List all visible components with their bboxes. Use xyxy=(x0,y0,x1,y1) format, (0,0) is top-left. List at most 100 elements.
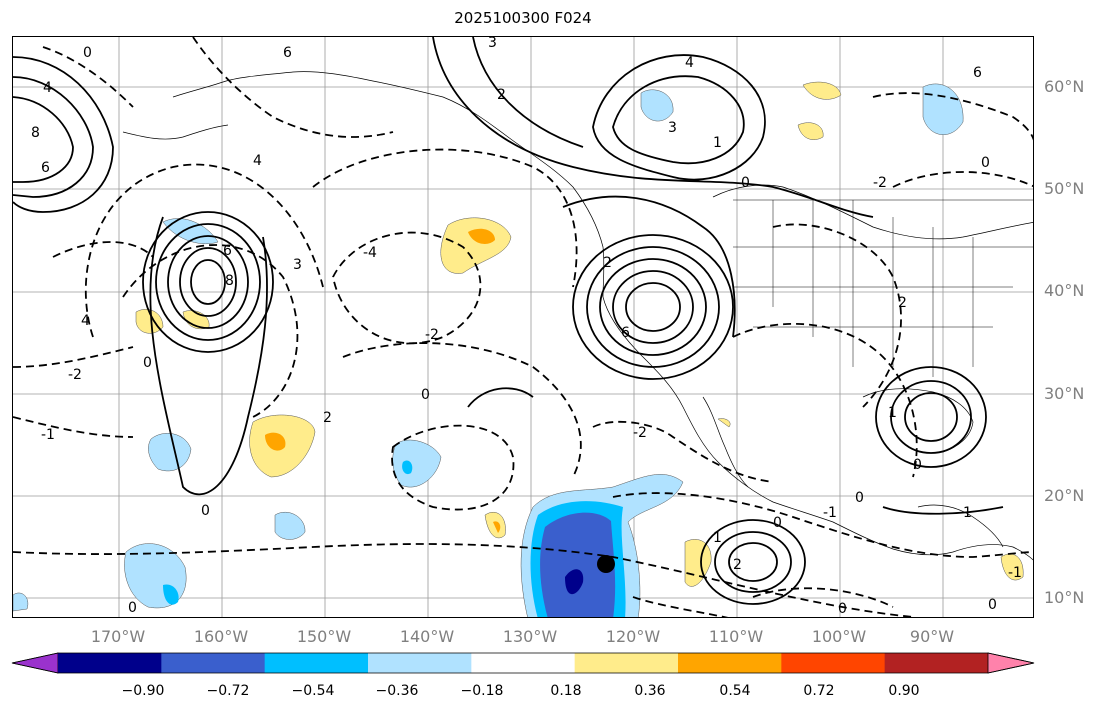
colorbar-segment xyxy=(471,653,576,673)
colorbar-segment xyxy=(678,653,782,673)
contour-labels: 6 0 4 8 6 4 3 8 6 4 -2 -1 0 -4 -2 0 0 0 … xyxy=(31,37,1022,617)
positive-anomaly-1-core xyxy=(468,228,495,244)
coastlines xyxy=(122,71,1033,561)
blue-blob-2 xyxy=(148,433,192,472)
contour-label: 1 xyxy=(713,135,722,151)
colorbar-tick-label: 0.72 xyxy=(803,683,835,699)
state-borders xyxy=(733,199,1033,377)
lon-label-90w: 90°W xyxy=(909,627,955,646)
colorbar-segment xyxy=(58,653,162,673)
positive-anomaly-8 xyxy=(797,122,824,140)
contour-label: 8 xyxy=(31,125,40,141)
contour-label: -1 xyxy=(958,505,972,521)
contour-label: 6 xyxy=(973,65,982,81)
lon-label-150w: 150°W xyxy=(296,627,352,646)
contour-label: 2 xyxy=(898,295,907,311)
colorbar-tick-label: 0.36 xyxy=(634,683,666,699)
contour-label: 0 xyxy=(773,515,782,531)
colorbar-extend-max xyxy=(987,652,1035,674)
shaded-anomalies xyxy=(13,81,1024,617)
lat-label-50n: 50°N xyxy=(1044,179,1085,198)
contour-label: 1 xyxy=(888,405,897,421)
lat-label-20n: 20°N xyxy=(1044,486,1085,505)
contour-label: 0 xyxy=(838,601,847,617)
contour-label: 2 xyxy=(733,557,742,573)
blue-blob-8 xyxy=(13,592,29,612)
positive-anomaly-5-core xyxy=(493,521,501,533)
dashed-contours xyxy=(13,37,1033,617)
lon-label-130w: 130°W xyxy=(502,627,558,646)
lon-label-170w: 170°W xyxy=(90,627,146,646)
colorbar-segment xyxy=(264,653,369,673)
contour-label: 4 xyxy=(43,80,52,96)
positive-anomaly-1 xyxy=(440,217,512,274)
contour-label: -1 xyxy=(823,505,837,521)
contour-label: -1 xyxy=(1008,565,1022,581)
colorbar-segment xyxy=(574,653,679,673)
contour-label: 2 xyxy=(497,87,506,103)
contour-label: 1 xyxy=(713,530,722,546)
contour-label: 4 xyxy=(685,55,694,71)
map-canvas: 6 0 4 8 6 4 3 8 6 4 -2 -1 0 -4 -2 0 0 0 … xyxy=(13,37,1033,617)
contour-label: -2 xyxy=(633,425,647,441)
contour-label: -2 xyxy=(68,367,82,383)
contour-label: 0 xyxy=(741,175,750,191)
storm-center-dot xyxy=(597,555,615,573)
lat-label-30n: 30°N xyxy=(1044,384,1085,403)
colorbar-segment xyxy=(884,653,989,673)
blue-blob-3-core xyxy=(402,460,413,475)
lat-label-10n: 10°N xyxy=(1044,588,1085,607)
blue-blob-4 xyxy=(274,511,306,540)
colorbar-tick-label: −0.54 xyxy=(291,683,335,699)
colorbar-tick-label: −0.36 xyxy=(375,683,419,699)
colorbar-extend-min xyxy=(11,652,59,674)
colorbar-tick-label: 0.54 xyxy=(719,683,751,699)
contour-label: -1 xyxy=(41,427,55,443)
contour-label: 2 xyxy=(603,255,612,271)
contour-label: -2 xyxy=(425,327,439,343)
lat-label-60n: 60°N xyxy=(1044,77,1085,96)
colorbar xyxy=(11,652,1035,674)
contour-label: 0 xyxy=(988,597,997,613)
contour-label: 0 xyxy=(128,600,137,616)
graticule xyxy=(13,37,1033,617)
contour-label: 3 xyxy=(488,37,497,51)
contour-label: 0 xyxy=(855,490,864,506)
contour-label: 0 xyxy=(83,45,92,61)
colorbar-segments xyxy=(11,652,1035,674)
contour-label: 2 xyxy=(323,410,332,426)
contour-label: 3 xyxy=(293,257,302,273)
colorbar-tick-label: 0.18 xyxy=(550,683,582,699)
blue-blob-7 xyxy=(922,83,964,135)
positive-anomaly-2-core xyxy=(265,432,286,451)
blue-blob-1-core xyxy=(163,584,179,605)
colorbar-segment xyxy=(781,653,886,673)
lon-label-110w: 110°W xyxy=(708,627,764,646)
contour-label: 6 xyxy=(283,45,292,61)
colorbar-outline xyxy=(11,652,1035,674)
lon-label-100w: 100°W xyxy=(811,627,867,646)
positive-anomaly-7 xyxy=(802,81,842,100)
contour-label: 4 xyxy=(253,153,262,169)
lon-label-160w: 160°W xyxy=(193,627,249,646)
contour-label: 0 xyxy=(981,155,990,171)
contour-label: 0 xyxy=(201,503,210,519)
map-panel: 6 0 4 8 6 4 3 8 6 4 -2 -1 0 -4 -2 0 0 0 … xyxy=(12,36,1034,618)
lon-label-120w: 120°W xyxy=(605,627,661,646)
positive-anomaly-10 xyxy=(717,418,731,428)
colorbar-tick-label: −0.90 xyxy=(121,683,165,699)
lon-label-140w: 140°W xyxy=(399,627,455,646)
contour-label: 3 xyxy=(668,120,677,136)
colorbar-tick-label: −0.72 xyxy=(206,683,250,699)
colorbar-tick-label: −0.18 xyxy=(460,683,504,699)
contour-label: 0 xyxy=(421,387,430,403)
contour-label: 6 xyxy=(223,243,232,259)
blue-blob-5 xyxy=(162,218,219,245)
contour-label: 6 xyxy=(621,325,630,341)
blue-blob-3 xyxy=(392,439,442,488)
contour-label: 8 xyxy=(225,273,234,289)
negative-anomaly-inner xyxy=(540,512,616,617)
contour-label: 6 xyxy=(41,160,50,176)
contour-label: 0 xyxy=(143,355,152,371)
colorbar-tick-label: 0.90 xyxy=(888,683,920,699)
